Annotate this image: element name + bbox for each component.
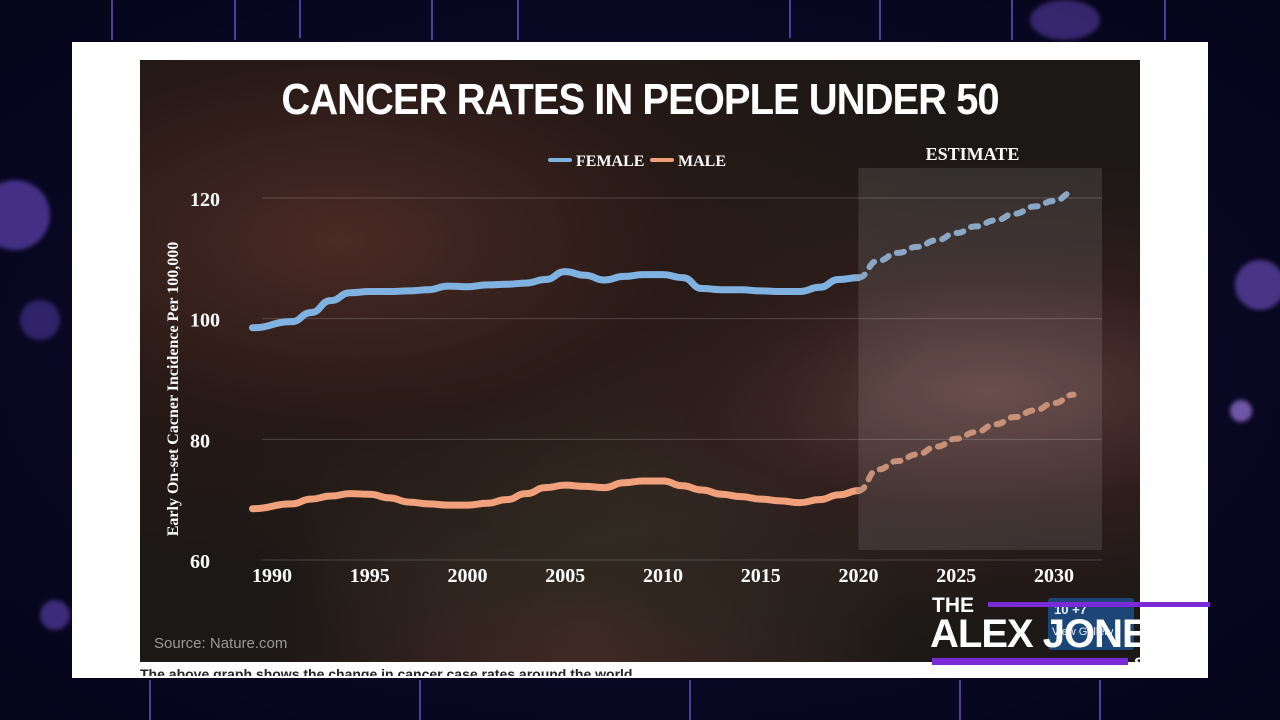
bokeh-light [1235, 260, 1280, 310]
series-line-male [248, 477, 862, 513]
bokeh-light [0, 180, 50, 250]
show-logo: 10 +7 View Gallery THE ALEX JONES SHOW [930, 592, 1212, 682]
y-tick-label: 60 [190, 551, 210, 573]
legend-label: MALE [678, 153, 726, 170]
bokeh-light [1030, 0, 1100, 40]
y-tick-label: 80 [190, 430, 210, 452]
chart-panel: ESTIMATE 120 100 80 60 1990 1995 2000 2005 2010 20… [140, 60, 1140, 662]
series-line-female [248, 268, 862, 332]
logo-bar-top [988, 602, 1210, 607]
estimate-line-female [855, 188, 1077, 281]
x-tick-label: 2025 [936, 565, 976, 587]
logo-bar-bottom [932, 658, 1128, 665]
viewer-label: View Gallery [1052, 626, 1114, 638]
bokeh-light [20, 300, 60, 340]
x-tick-label: 2005 [545, 565, 585, 587]
x-tick-label: 2015 [741, 565, 781, 587]
estimate-label: ESTIMATE [926, 144, 1020, 164]
x-tick-label: 2010 [643, 565, 683, 587]
x-tick-label: 2020 [839, 565, 879, 587]
article-frame: ESTIMATE 120 100 80 60 1990 1995 2000 2005 2010 20… [72, 42, 1208, 678]
y-axis-label: Early On-set Cacner Incidence Per 100,00… [165, 242, 182, 536]
x-tick-label: 2030 [1034, 565, 1074, 587]
legend-label: FEMALE [576, 153, 644, 170]
logo-show: SHOW [1134, 654, 1187, 673]
line-chart: ESTIMATE 120 100 80 60 1990 1995 2000 2005 2010 20… [165, 144, 1102, 587]
source-credit: Source: Nature.com [154, 635, 288, 652]
logo-the: THE [932, 594, 974, 617]
x-tick-label: 1990 [252, 565, 292, 587]
y-tick-label: 120 [190, 189, 220, 211]
logo-name: ALEX JONES [930, 612, 1174, 656]
chart-title: CANCER RATES IN PEOPLE UNDER 50 [281, 76, 999, 124]
x-tick-label: 1995 [350, 565, 390, 587]
estimate-region [858, 168, 1102, 550]
y-tick-label: 100 [190, 310, 220, 332]
x-tick-label: 2000 [448, 565, 488, 587]
bokeh-light [1230, 400, 1252, 422]
bokeh-light [40, 600, 70, 630]
figure-caption: The above graph shows the change in canc… [140, 666, 633, 682]
estimate-line-male [855, 391, 1077, 494]
